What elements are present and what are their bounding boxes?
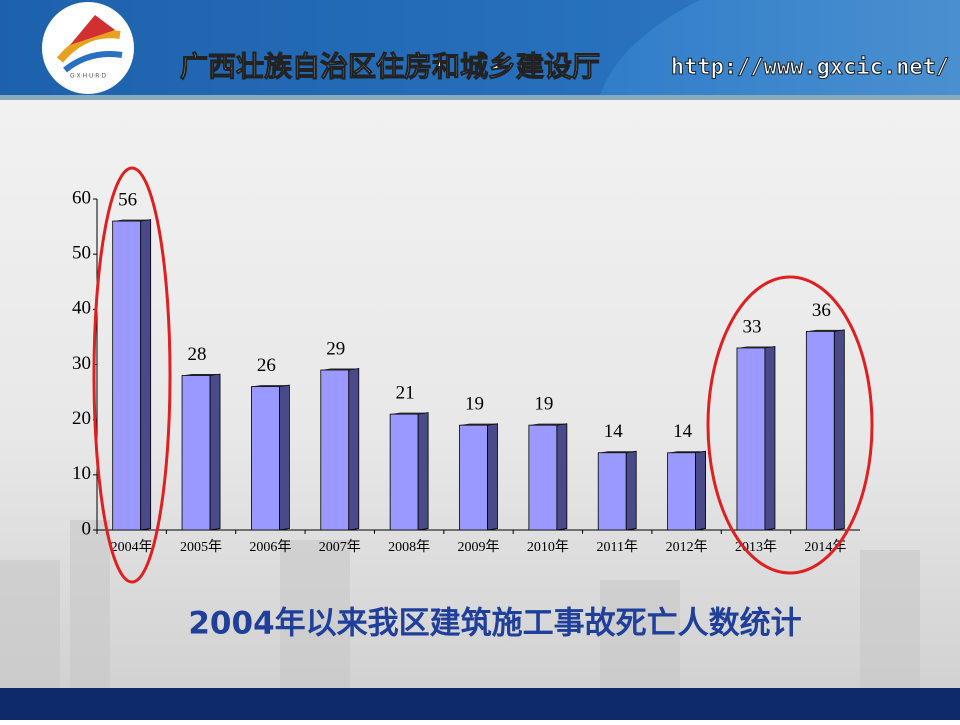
city-silhouette bbox=[0, 520, 920, 690]
bar-front bbox=[667, 452, 696, 531]
x-tick-label: 2005年 bbox=[180, 539, 222, 555]
logo-text: G·X·H·U·R·D bbox=[70, 73, 106, 80]
bar-top bbox=[598, 451, 637, 453]
bar-front bbox=[112, 220, 142, 531]
value-label: 29 bbox=[326, 338, 345, 359]
y-tick-label: 20 bbox=[72, 408, 91, 429]
bar-top bbox=[390, 412, 429, 415]
header-url: http://www.gxcic.net/ bbox=[671, 55, 949, 80]
value-label: 14 bbox=[673, 421, 693, 442]
bar bbox=[112, 219, 152, 531]
bar bbox=[528, 423, 568, 531]
value-label: 19 bbox=[465, 394, 484, 415]
bar-side bbox=[279, 384, 290, 531]
bar-front bbox=[459, 424, 488, 531]
value-label: 19 bbox=[534, 394, 553, 415]
bar-top bbox=[528, 423, 567, 426]
value-label: 56 bbox=[118, 189, 137, 210]
bar-front bbox=[181, 375, 211, 531]
x-tick-label: 2012年 bbox=[666, 539, 708, 555]
bar-side bbox=[625, 450, 637, 531]
y-tick-label: 30 bbox=[72, 353, 91, 374]
x-tick-label: 2004年 bbox=[111, 539, 153, 555]
bar-side bbox=[348, 368, 360, 531]
bar-side bbox=[140, 219, 152, 531]
value-label: 14 bbox=[604, 421, 624, 442]
bar bbox=[251, 384, 290, 531]
bar-side bbox=[833, 329, 845, 531]
bar-top bbox=[667, 451, 706, 453]
logo bbox=[42, 2, 134, 94]
value-label: 21 bbox=[396, 383, 415, 404]
plot: 0 10 20 30 40 50 60 2004年 56 2005年 28 2006年 26 2007年 2… bbox=[72, 187, 860, 555]
bar-top bbox=[251, 385, 290, 387]
value-label: 36 bbox=[812, 300, 831, 321]
bar-side bbox=[487, 423, 498, 531]
bar-side bbox=[417, 412, 429, 531]
logo-roof bbox=[70, 15, 115, 45]
y-tick-label: 50 bbox=[72, 243, 91, 264]
bar-side bbox=[695, 450, 706, 531]
value-label: 26 bbox=[257, 355, 276, 376]
bar bbox=[320, 368, 360, 531]
x-tick-label: 2009年 bbox=[458, 539, 500, 555]
bar bbox=[181, 373, 221, 531]
highlight-ellipse bbox=[92, 166, 172, 584]
header-title: 广西壮族自治区住房和城乡建设厅 bbox=[180, 50, 600, 83]
bar bbox=[459, 423, 498, 531]
x-tick-label: 2007年 bbox=[319, 539, 361, 555]
bar-front bbox=[736, 347, 766, 531]
bar bbox=[667, 450, 706, 531]
header-line bbox=[0, 95, 960, 100]
footer-bar bbox=[0, 688, 960, 720]
value-label: 33 bbox=[742, 316, 761, 337]
value-label: 28 bbox=[188, 344, 207, 365]
y-tick-label: 0 bbox=[82, 518, 92, 539]
chart-title: 2004年以来我区建筑施工事故死亡人数统计 bbox=[188, 606, 801, 642]
bar-top bbox=[112, 219, 151, 222]
bar bbox=[389, 412, 429, 531]
bar bbox=[736, 345, 776, 531]
bar-front bbox=[251, 386, 280, 531]
y-tick-label: 10 bbox=[72, 463, 91, 484]
bar-front bbox=[320, 369, 350, 531]
bar-side bbox=[556, 423, 568, 531]
bar-side bbox=[764, 345, 776, 531]
x-tick-label: 2006年 bbox=[249, 539, 291, 555]
bar bbox=[805, 329, 845, 531]
x-tick-label: 2010年 bbox=[527, 539, 569, 555]
bar-top bbox=[806, 329, 845, 332]
bar-top bbox=[182, 374, 221, 376]
logo-stroke bbox=[63, 51, 123, 73]
bar-front bbox=[528, 424, 558, 531]
bar-top bbox=[320, 368, 359, 371]
y-tick-label: 40 bbox=[72, 298, 91, 319]
bar-front bbox=[389, 413, 419, 531]
x-tick-label: 2014年 bbox=[804, 539, 846, 555]
highlight-ellipse bbox=[706, 275, 874, 575]
x-tick-label: 2011年 bbox=[596, 539, 637, 555]
x-tick-label: 2008年 bbox=[388, 539, 430, 555]
bar-side bbox=[209, 373, 221, 531]
bar-front bbox=[597, 452, 627, 531]
bar-top bbox=[736, 346, 775, 348]
bar-top bbox=[459, 423, 498, 426]
bar bbox=[597, 450, 637, 531]
y-tick-label: 60 bbox=[72, 187, 91, 208]
bar-front bbox=[805, 330, 835, 531]
header-swoosh bbox=[0, 0, 700, 95]
